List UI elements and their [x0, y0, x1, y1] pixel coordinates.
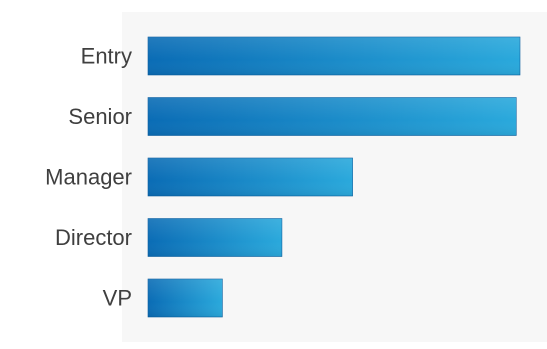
- bars-group: [147, 36, 521, 318]
- category-labels-group: Entry Senior Manager Director VP: [45, 44, 132, 311]
- category-label-senior: Senior: [68, 104, 132, 129]
- category-label-entry: Entry: [81, 44, 132, 69]
- bar-shading-entry: [148, 37, 520, 75]
- category-label-vp: VP: [103, 286, 132, 311]
- bar-shading-vp: [148, 279, 223, 317]
- category-label-manager: Manager: [45, 165, 132, 190]
- category-label-director: Director: [55, 225, 132, 250]
- bar-shading-senior: [148, 97, 517, 136]
- bar-shading-manager: [148, 158, 353, 196]
- bar-shading-director: [148, 218, 282, 257]
